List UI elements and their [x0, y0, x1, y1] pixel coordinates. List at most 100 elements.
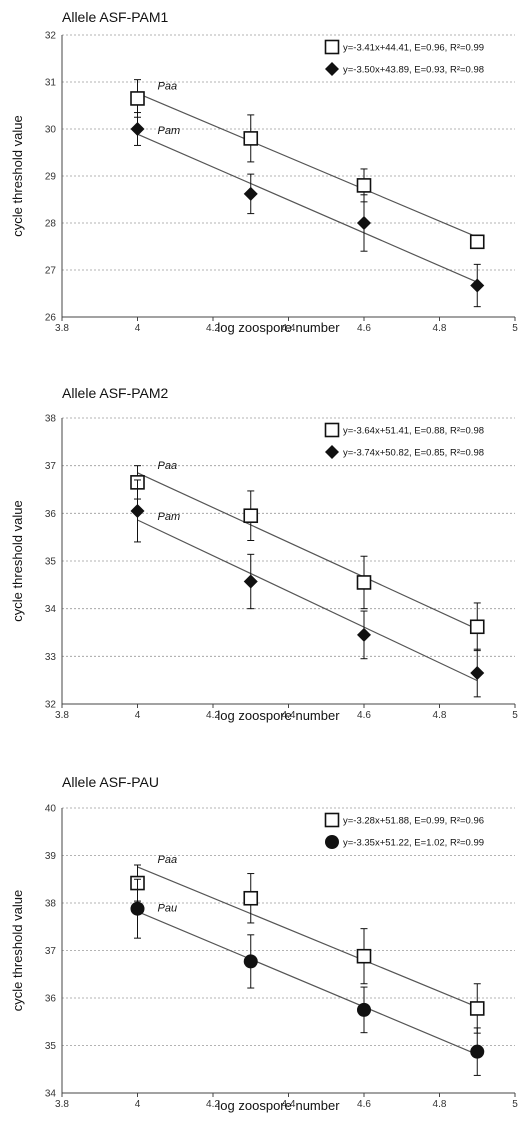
- data-point: [243, 890, 259, 906]
- chart-title: Allele ASF-PAM2: [62, 385, 169, 401]
- y-tick-label: 36: [45, 509, 57, 520]
- y-tick-label: 37: [45, 461, 57, 472]
- fit-line: [137, 519, 478, 682]
- x-tick-label: 5: [512, 710, 518, 721]
- y-tick-label: 38: [45, 899, 57, 910]
- data-point: [243, 954, 258, 969]
- legend-label: y=-3.41x+44.41, E=0.96, R²=0.99: [343, 43, 484, 54]
- data-point: [356, 178, 372, 193]
- legend-entry: y=-3.28x+51.88, E=0.99, R²=0.96: [324, 812, 484, 828]
- y-tick-label: 35: [45, 1041, 57, 1052]
- data-point: [243, 574, 258, 589]
- legend-label: y=-3.64x+51.41, E=0.88, R²=0.98: [343, 426, 484, 437]
- series-label: Paa: [158, 854, 178, 866]
- data-point: [357, 627, 371, 642]
- chart-title: Allele ASF-PAU: [62, 774, 159, 790]
- fit-line: [137, 92, 478, 238]
- x-tick-label: 4: [135, 323, 141, 334]
- x-tick-label: 4.8: [433, 1099, 447, 1110]
- chart-title: Allele ASF-PAM1: [62, 9, 169, 25]
- data-point: [356, 575, 372, 590]
- legend-label: y=-3.28x+51.88, E=0.99, R²=0.96: [343, 816, 484, 827]
- data-point: [469, 234, 485, 250]
- y-tick-label: 28: [45, 219, 57, 230]
- legend-entry: y=-3.74x+50.82, E=0.85, R²=0.98: [325, 445, 484, 459]
- y-tick-label: 36: [45, 994, 57, 1005]
- x-tick-label: 4.2: [206, 323, 220, 334]
- y-tick-label: 37: [45, 946, 57, 957]
- legend-marker: [325, 62, 339, 76]
- series-filled-diamond: Pam: [130, 479, 485, 698]
- x-tick-label: 4.6: [357, 1099, 371, 1110]
- series-filled-circle: Pau: [130, 878, 485, 1076]
- data-point: [243, 508, 259, 524]
- x-tick-label: 4.6: [357, 710, 371, 721]
- x-tick-label: 4.2: [206, 710, 220, 721]
- series-open-square: Paa: [130, 79, 485, 250]
- data-point: [470, 1044, 485, 1059]
- chart-panel: Allele ASF-PAU 34 35 36 37 38 39 40 3.8 4 4.2 4.4 4.…: [10, 774, 518, 1113]
- data-point: [243, 131, 259, 146]
- series-label: Paa: [158, 80, 178, 92]
- y-tick-label: 29: [45, 172, 57, 183]
- data-point: [357, 1002, 371, 1017]
- data-point: [469, 619, 485, 635]
- data-point: [243, 186, 258, 201]
- fit-line: [137, 866, 478, 1008]
- y-tick-label: 40: [45, 804, 57, 815]
- legend-marker: [325, 445, 339, 459]
- legend-marker: [324, 812, 340, 828]
- series-label: Pam: [158, 125, 181, 137]
- y-tick-label: 39: [45, 851, 57, 862]
- x-tick-label: 3.8: [55, 1099, 69, 1110]
- legend-marker: [324, 422, 340, 438]
- x-tick-label: 4.4: [282, 323, 296, 334]
- data-point: [356, 948, 372, 964]
- y-tick-label: 27: [45, 266, 57, 277]
- data-point: [469, 1001, 485, 1016]
- series-open-square: Paa: [130, 460, 485, 652]
- y-axis-title: cycle threshold value: [10, 115, 25, 236]
- y-tick-label: 38: [45, 414, 57, 425]
- data-point: [130, 901, 145, 916]
- legend-label: y=-3.50x+43.89, E=0.93, R²=0.98: [343, 65, 484, 76]
- x-tick-label: 4.6: [357, 323, 371, 334]
- legend-entry: y=-3.50x+43.89, E=0.93, R²=0.98: [325, 62, 484, 76]
- x-tick-label: 5: [512, 1099, 518, 1110]
- series-label: Pau: [158, 903, 178, 915]
- x-axis-title: log zoospore number: [217, 708, 340, 723]
- y-tick-label: 31: [45, 78, 57, 89]
- y-tick-label: 33: [45, 652, 57, 663]
- y-tick-label: 34: [45, 1089, 57, 1100]
- data-point: [357, 216, 371, 230]
- data-point: [470, 666, 485, 681]
- chart-panel: Allele ASF-PAM2 32 33 34 35 36 37 38 3.8 4 4.2 4.4 4…: [10, 385, 518, 723]
- series-filled-diamond: Pam: [130, 112, 485, 308]
- fit-line: [137, 472, 478, 630]
- data-point: [470, 278, 485, 293]
- legend-label: y=-3.35x+51.22, E=1.02, R²=0.99: [343, 838, 484, 849]
- x-tick-label: 4.8: [433, 323, 447, 334]
- x-tick-label: 4.8: [433, 710, 447, 721]
- legend-label: y=-3.74x+50.82, E=0.85, R²=0.98: [343, 448, 484, 459]
- legend-marker: [325, 835, 339, 849]
- x-axis-title: log zoospore number: [217, 320, 340, 335]
- x-tick-label: 5: [512, 323, 518, 334]
- legend-entry: y=-3.35x+51.22, E=1.02, R²=0.99: [325, 835, 484, 849]
- series-label: Paa: [158, 460, 178, 472]
- data-point: [130, 122, 145, 136]
- x-tick-label: 4: [135, 1099, 141, 1110]
- y-tick-label: 34: [45, 604, 57, 615]
- y-tick-label: 32: [45, 31, 57, 42]
- fit-line: [137, 910, 478, 1056]
- fit-line: [137, 133, 478, 283]
- legend-entry: y=-3.41x+44.41, E=0.96, R²=0.99: [324, 39, 484, 55]
- x-tick-label: 4.2: [206, 1099, 220, 1110]
- x-tick-label: 3.8: [55, 710, 69, 721]
- legend-marker: [324, 39, 340, 55]
- x-tick-label: 4: [135, 710, 141, 721]
- y-axis-title: cycle threshold value: [10, 890, 25, 1011]
- y-tick-label: 35: [45, 557, 57, 568]
- data-point: [130, 503, 145, 518]
